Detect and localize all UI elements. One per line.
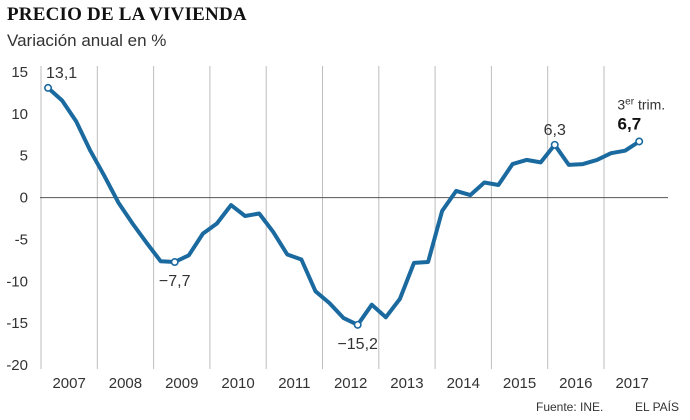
x-tick-label: 2017 bbox=[615, 375, 648, 392]
data-point-marker bbox=[635, 137, 644, 146]
annotations: 13,1 −7,7 −15,2 6,3 6,7 3er trim. bbox=[44, 65, 665, 353]
source-note: Fuente: INE. bbox=[536, 400, 604, 414]
x-tick-label: 2010 bbox=[221, 375, 254, 392]
chart-title: PRECIO DE LA VIVIENDA bbox=[7, 4, 247, 25]
chart-subtitle: Variación anual en % bbox=[7, 31, 167, 50]
data-point-marker bbox=[170, 258, 179, 267]
x-tick-label: 2012 bbox=[334, 375, 367, 392]
x-grid-lines bbox=[40, 66, 605, 369]
quarter-label: 3er trim. bbox=[617, 96, 665, 112]
y-tick-label: -15 bbox=[6, 315, 28, 332]
x-axis-ticks: 2007 2008 2009 2010 2011 2012 2013 2014 2015 2016… bbox=[52, 375, 648, 392]
data-label: 13,1 bbox=[46, 65, 77, 82]
x-tick-label: 2013 bbox=[390, 375, 423, 392]
x-tick-label: 2016 bbox=[559, 375, 592, 392]
x-tick-label: 2007 bbox=[52, 375, 85, 392]
data-point-marker bbox=[44, 83, 53, 92]
x-tick-label: 2011 bbox=[278, 375, 310, 392]
x-tick-label: 2009 bbox=[165, 375, 198, 392]
y-tick-label: -5 bbox=[15, 231, 28, 248]
x-tick-label: 2014 bbox=[447, 375, 480, 392]
y-tick-label: 15 bbox=[11, 64, 28, 81]
data-label: 6,7 bbox=[618, 114, 642, 133]
y-axis-ticks: 15 10 5 0 -5 -10 -15 -20 bbox=[6, 64, 28, 374]
y-tick-label: -10 bbox=[6, 273, 28, 290]
data-label: −15,2 bbox=[337, 336, 378, 353]
x-tick-label: 2015 bbox=[503, 375, 536, 392]
data-label: −7,7 bbox=[159, 273, 191, 290]
data-point-marker bbox=[353, 320, 362, 329]
brand-logo: EL PAÍS bbox=[635, 400, 680, 414]
y-tick-label: -20 bbox=[6, 357, 28, 374]
data-point-marker bbox=[550, 140, 559, 149]
data-label: 6,3 bbox=[544, 122, 566, 139]
y-tick-label: 0 bbox=[20, 190, 28, 207]
series-line bbox=[46, 85, 642, 327]
y-tick-label: 5 bbox=[20, 148, 28, 165]
y-tick-label: 10 bbox=[11, 106, 28, 123]
x-tick-label: 2008 bbox=[109, 375, 142, 392]
